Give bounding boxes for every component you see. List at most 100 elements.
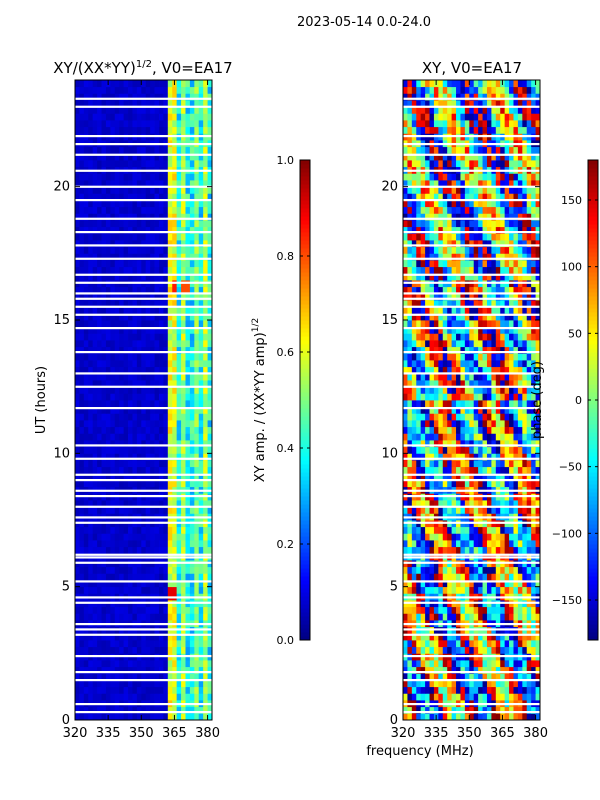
amplitude-cell — [207, 153, 213, 161]
amplitude-cell — [141, 100, 147, 108]
phase-cell — [429, 713, 435, 721]
amplitude-cell — [75, 613, 80, 621]
amplitude-cell — [198, 160, 204, 168]
phase-cell — [403, 440, 408, 448]
amplitude-cell — [167, 686, 173, 694]
amplitude-colorbar-step — [300, 608, 310, 613]
amplitude-flag-line — [75, 553, 212, 556]
phase-cell — [464, 466, 470, 474]
amplitude-cell — [128, 606, 133, 614]
amplitude-cell — [123, 466, 129, 474]
amplitude-cell — [189, 206, 195, 214]
amplitude-cell — [198, 100, 204, 108]
amplitude-cell — [101, 686, 107, 694]
amplitude-cell — [154, 320, 160, 328]
amplitude-cell — [97, 693, 102, 701]
amplitude-cell — [207, 226, 213, 234]
amplitude-cell — [145, 100, 151, 108]
amplitude-cell — [110, 346, 116, 354]
amplitude-cell — [194, 226, 200, 234]
amplitude-cell — [198, 213, 204, 221]
amplitude-cell — [114, 440, 120, 448]
amplitude-cell — [207, 526, 213, 534]
phase-cell — [531, 373, 536, 381]
amplitude-cell — [123, 373, 129, 381]
amplitude-cell — [132, 580, 138, 588]
phase-cell — [478, 566, 483, 574]
amplitude-cell — [198, 113, 204, 121]
phase-cell — [522, 360, 528, 368]
amplitude-cell — [189, 180, 195, 188]
amplitude-cell — [114, 413, 120, 421]
amplitude-cell — [136, 326, 142, 334]
amplitude-cell — [207, 293, 213, 301]
amplitude-cell — [207, 80, 213, 88]
amplitude-cell — [105, 373, 111, 381]
amplitude-cell — [198, 400, 204, 408]
amplitude-cell — [75, 213, 80, 221]
amplitude-cell — [119, 393, 125, 401]
phase-cell — [504, 546, 510, 554]
phase-cell — [478, 480, 483, 488]
phase-cell — [447, 366, 453, 374]
phase-cell — [526, 693, 532, 701]
amplitude-cell — [189, 273, 195, 281]
phase-cell — [451, 586, 457, 594]
phase-cell — [420, 460, 426, 468]
amplitude-cell — [181, 380, 186, 388]
amplitude-cell — [198, 433, 204, 441]
phase-cell — [447, 646, 453, 654]
phase-cell — [407, 393, 413, 401]
amplitude-cell — [145, 300, 151, 308]
phase-cell — [491, 480, 497, 488]
amplitude-cell — [203, 466, 208, 474]
amplitude-cell — [128, 306, 133, 314]
amplitude-cell — [163, 273, 169, 281]
amplitude-cell — [136, 80, 142, 88]
amplitude-cell — [75, 540, 80, 548]
phase-cell — [469, 606, 475, 614]
amplitude-cell — [185, 260, 191, 268]
phase-cell — [535, 400, 541, 408]
amplitude-cell — [105, 360, 111, 368]
phase-cell — [500, 586, 506, 594]
phase-cell — [420, 406, 426, 414]
amplitude-cell — [163, 586, 169, 594]
amplitude-cell — [92, 580, 98, 588]
amplitude-flag-line — [75, 633, 212, 636]
phase-cell — [460, 506, 466, 514]
amplitude-cell — [189, 386, 195, 394]
phase-cell — [500, 460, 506, 468]
phase-cell — [451, 506, 457, 514]
amplitude-cell — [88, 680, 94, 688]
amplitude-cell — [141, 586, 147, 594]
amplitude-cell — [163, 406, 169, 414]
phase-cell — [438, 386, 444, 394]
amplitude-cell — [119, 420, 125, 428]
amplitude-cell — [92, 306, 98, 314]
amplitude-cell — [163, 413, 169, 421]
amplitude-cell — [203, 713, 208, 721]
amplitude-cell — [198, 580, 204, 588]
amplitude-cell — [97, 100, 102, 108]
phase-cell — [531, 526, 536, 534]
phase-cell — [526, 460, 532, 468]
amplitude-cell — [167, 120, 173, 128]
amplitude-cell — [154, 113, 160, 121]
amplitude-cell — [132, 366, 138, 374]
amplitude-cell — [123, 686, 129, 694]
amplitude-cell — [83, 106, 89, 114]
phase-cell — [456, 360, 461, 368]
amplitude-cell — [172, 400, 178, 408]
phase-cell — [478, 580, 483, 588]
phase-cell — [447, 693, 453, 701]
amplitude-cell — [185, 480, 191, 488]
amplitude-cell — [145, 286, 151, 294]
amplitude-cell — [181, 153, 186, 161]
amplitude-cell — [189, 453, 195, 461]
amplitude-cell — [176, 353, 182, 361]
phase-cell — [491, 393, 497, 401]
phase-cell — [464, 426, 470, 434]
amplitude-cell — [198, 640, 204, 648]
phase-cell — [425, 660, 430, 668]
